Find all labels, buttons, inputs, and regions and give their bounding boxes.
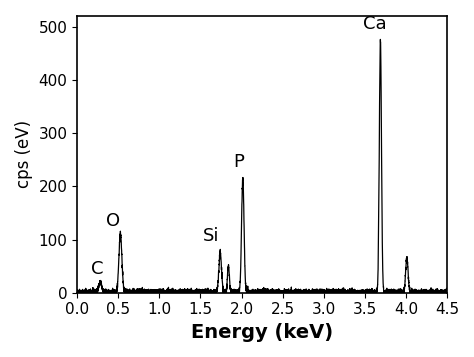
Text: Ca: Ca — [363, 15, 386, 33]
X-axis label: Energy (keV): Energy (keV) — [191, 323, 333, 342]
Text: Si: Si — [203, 227, 219, 245]
Y-axis label: cps (eV): cps (eV) — [15, 120, 33, 188]
Text: P: P — [234, 154, 245, 171]
Text: O: O — [106, 212, 120, 230]
Text: C: C — [91, 260, 103, 278]
